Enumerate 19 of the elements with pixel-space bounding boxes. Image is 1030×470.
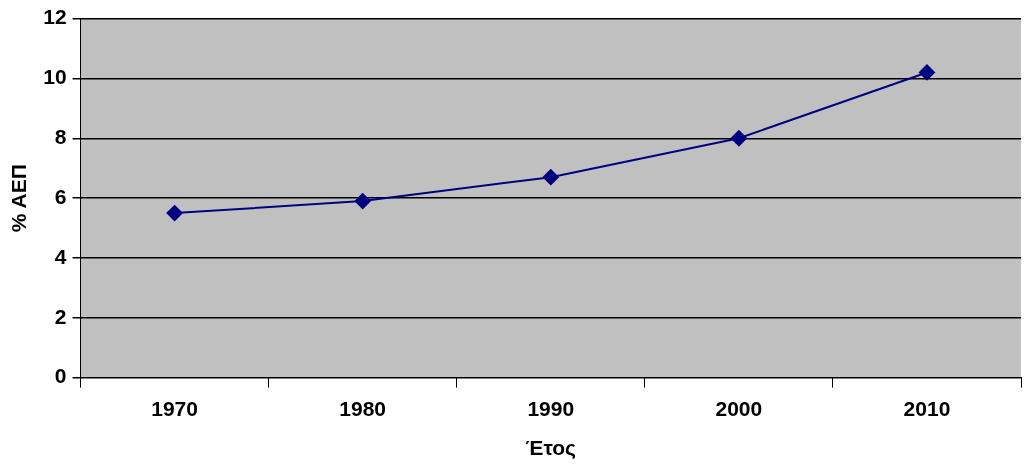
x-tick-label: 1970	[151, 397, 198, 420]
x-tick-label: 1990	[527, 397, 575, 420]
y-axis-title: % ΑΕΠ	[7, 164, 31, 233]
point	[354, 193, 371, 210]
y-tick-label: 0	[54, 364, 67, 388]
y-tick-label: 4	[54, 244, 67, 268]
y-tick-label: 12	[43, 5, 67, 29]
point	[542, 169, 559, 186]
x-tick-label: 2010	[903, 397, 951, 420]
x-tick-label: 1980	[339, 397, 387, 420]
point	[918, 64, 935, 81]
y-tick-label: 8	[54, 125, 67, 149]
point	[730, 130, 747, 147]
x-tick-label: 2000	[715, 397, 763, 420]
y-tick-label: 10	[43, 65, 67, 89]
x-axis-title: Έτος	[525, 436, 577, 461]
point	[166, 205, 183, 222]
y-tick-label: 2	[54, 304, 67, 328]
y-tick-label: 6	[54, 184, 67, 208]
